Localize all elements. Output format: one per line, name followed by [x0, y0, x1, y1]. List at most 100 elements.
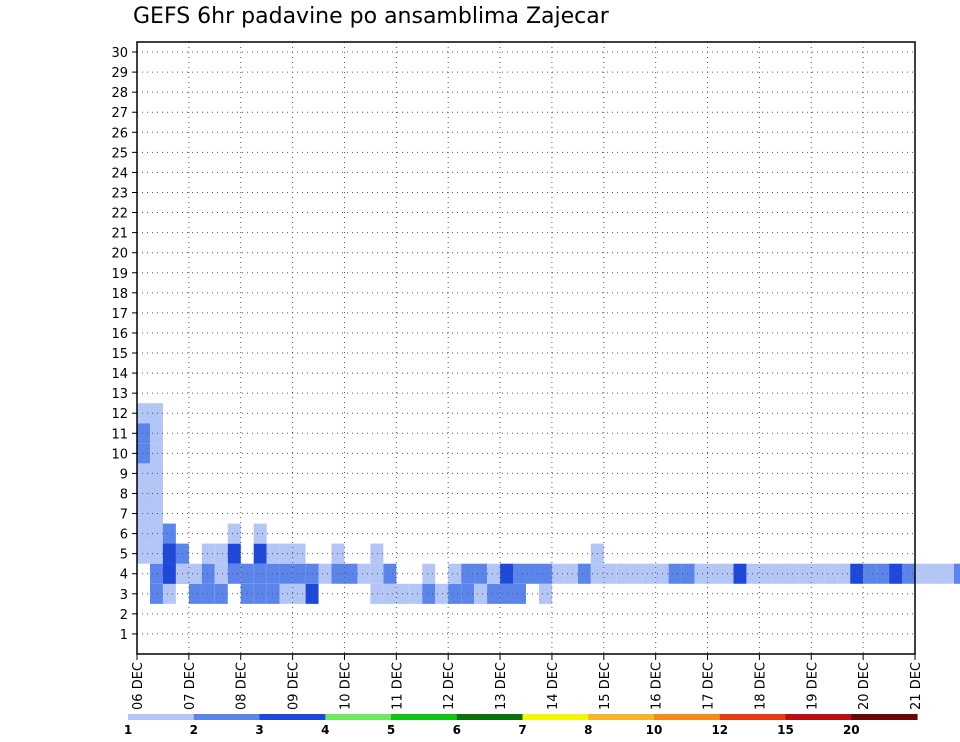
heatmap-cell — [448, 563, 462, 584]
heatmap-cell — [798, 563, 812, 584]
x-tick-label: 13 DEC — [494, 662, 509, 710]
heatmap-cell — [435, 583, 449, 604]
heatmap-cell — [370, 563, 384, 584]
heatmap-cell — [227, 523, 241, 544]
heatmap-cell — [370, 583, 384, 604]
heatmap-cell — [266, 583, 280, 604]
heatmap-cell — [137, 483, 150, 504]
heatmap-cell — [681, 563, 695, 584]
colorbar-segment — [391, 714, 458, 720]
heatmap-cell — [253, 523, 267, 544]
heatmap-cell — [474, 563, 488, 584]
heatmap-cell — [629, 563, 643, 584]
y-tick-label: 2 — [120, 608, 128, 623]
heatmap-cell — [137, 463, 150, 484]
heatmap-cell — [616, 563, 630, 584]
heatmap-cell — [487, 583, 501, 604]
heatmap-cell — [137, 503, 150, 524]
heatmap-cell — [214, 563, 228, 584]
y-tick-label: 23 — [111, 186, 128, 201]
colorbar-label: 8 — [584, 723, 592, 737]
colorbar-segment — [193, 714, 261, 720]
heatmap-cell — [889, 563, 903, 584]
heatmap-cell — [772, 563, 786, 584]
x-tick-label: 12 DEC — [442, 662, 457, 710]
x-tick-label: 15 DEC — [598, 662, 613, 710]
heatmap-cell — [253, 563, 267, 584]
heatmap-cell — [150, 443, 163, 464]
heatmap-cell — [279, 583, 293, 604]
colorbar-label: 4 — [321, 723, 329, 737]
colorbar-label: 3 — [255, 723, 263, 737]
y-tick-label: 18 — [111, 287, 128, 302]
heatmap-cell — [383, 583, 397, 604]
heatmap-cell — [928, 563, 941, 584]
heatmap-cell — [150, 563, 163, 584]
heatmap-cell — [227, 543, 241, 564]
heatmap-cell — [150, 523, 163, 544]
colorbar-segment — [785, 714, 852, 720]
heatmap-cell — [150, 483, 163, 504]
x-tick-label: 18 DEC — [753, 662, 768, 710]
colorbar-segment — [654, 714, 721, 720]
y-tick-label: 20 — [111, 247, 128, 262]
y-tick-label: 7 — [120, 508, 128, 523]
colorbar-label: 20 — [843, 723, 860, 737]
heatmap-cell — [292, 563, 306, 584]
chart-title: GEFS 6hr padavine po ansamblima Zajecar — [133, 4, 609, 29]
y-tick-label: 9 — [120, 467, 128, 482]
plot-frame — [136, 41, 916, 655]
x-tick-label: 09 DEC — [287, 662, 302, 710]
y-tick-label: 16 — [111, 327, 128, 342]
heatmap-cell — [150, 503, 163, 524]
heatmap-cell — [513, 563, 526, 584]
heatmap-cell — [137, 443, 150, 464]
heatmap-cell — [850, 563, 864, 584]
x-tick-label: 08 DEC — [235, 662, 250, 710]
heatmap-cell — [824, 563, 838, 584]
x-tick-label: 16 DEC — [650, 662, 665, 710]
x-tick-label: 20 DEC — [857, 662, 872, 710]
x-tick-label: 11 DEC — [390, 662, 405, 710]
colorbar-label: 15 — [777, 723, 794, 737]
colorbar-segment — [588, 714, 655, 720]
heatmap-cell — [668, 563, 682, 584]
colorbar-segment — [456, 714, 524, 720]
heatmap-cell — [137, 423, 150, 444]
heatmap-cell — [188, 583, 202, 604]
heatmap-cell — [137, 523, 150, 544]
heatmap-cell — [137, 403, 150, 424]
x-tick-label: 07 DEC — [183, 662, 198, 710]
heatmap-cell — [214, 583, 228, 604]
y-tick-label: 6 — [120, 528, 128, 543]
y-tick-label: 19 — [111, 267, 128, 282]
heatmap-cell — [370, 543, 384, 564]
y-tick-label: 13 — [111, 387, 128, 402]
heatmap-cell — [902, 563, 915, 584]
heatmap-cell — [150, 583, 163, 604]
heatmap-cell — [603, 563, 617, 584]
heatmap-cell — [279, 543, 293, 564]
heatmap-cell — [785, 563, 799, 584]
heatmap-cell — [539, 563, 552, 584]
colorbar-label: 1 — [124, 723, 132, 737]
heatmap-cell — [137, 543, 150, 564]
heatmap-cell — [318, 563, 332, 584]
heatmap-cell — [694, 563, 708, 584]
heatmap-cell — [292, 543, 306, 564]
heatmap-cell — [759, 563, 773, 584]
colorbar-label: 2 — [190, 723, 198, 737]
y-tick-label: 22 — [111, 207, 128, 222]
y-tick-label: 3 — [120, 588, 128, 603]
heatmap-cell — [150, 403, 163, 424]
colorbar-segment — [851, 714, 918, 720]
heatmap-cell — [227, 563, 241, 584]
colorbar-segment — [128, 714, 195, 720]
y-tick-label: 4 — [120, 568, 128, 583]
heatmap-cell — [344, 563, 358, 584]
heatmap-cell — [733, 563, 747, 584]
heatmap-cell — [915, 563, 928, 584]
colorbar-label: 5 — [387, 723, 395, 737]
y-tick-label: 5 — [120, 548, 128, 563]
